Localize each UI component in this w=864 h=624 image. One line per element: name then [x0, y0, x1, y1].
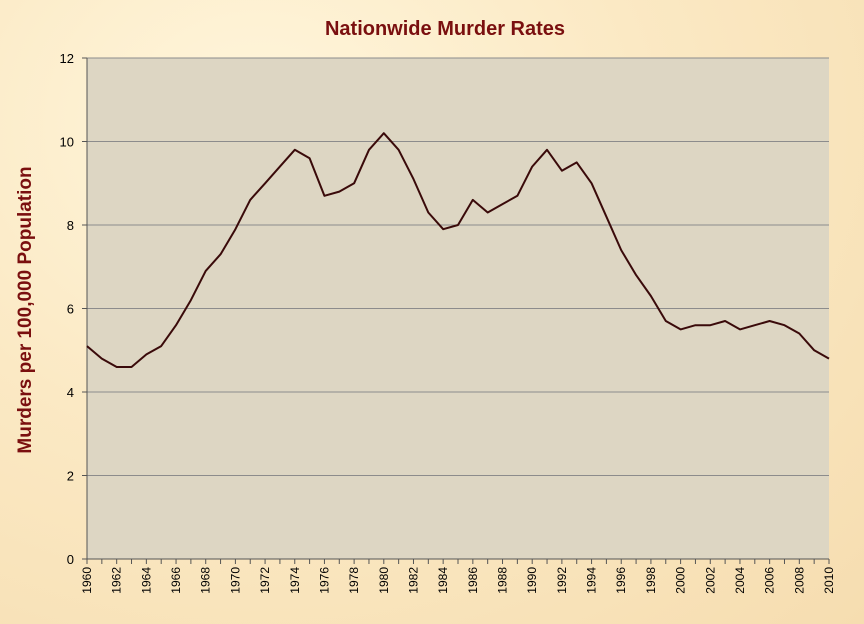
x-tick-label: 1962	[110, 567, 124, 594]
series-layer	[86, 132, 830, 368]
y-tick-label: 12	[60, 51, 74, 66]
y-tick-label: 10	[60, 135, 74, 150]
x-tick-label: 1996	[614, 567, 628, 594]
x-tick-label: 1976	[317, 567, 331, 594]
chart-title: Nationwide Murder Rates	[325, 18, 565, 40]
y-tick-label: 6	[67, 302, 74, 317]
x-tick-label: 1968	[199, 567, 213, 594]
x-tick-label: 1982	[406, 567, 420, 594]
y-tick-label: 8	[67, 218, 74, 233]
x-tick-label: 1990	[525, 567, 539, 594]
y-tick-label: 0	[67, 552, 74, 567]
y-tick-label: 4	[67, 385, 74, 400]
x-tick-label: 1960	[80, 567, 94, 594]
x-tick-label: 2006	[763, 567, 777, 594]
x-tick-label: 2002	[703, 567, 717, 594]
x-tick-label: 1978	[347, 567, 361, 594]
x-tick-label: 2004	[733, 567, 747, 594]
x-tick-label: 2008	[792, 567, 806, 594]
x-tick-label: 2000	[674, 567, 688, 594]
x-tick-label: 1974	[288, 567, 302, 594]
x-tick-label: 1964	[139, 567, 153, 594]
axes	[86, 58, 830, 564]
x-tick-label: 1994	[585, 567, 599, 594]
y-tick-label: 2	[67, 469, 74, 484]
x-tick-label: 1988	[496, 567, 510, 594]
grid-lines	[82, 57, 829, 560]
x-tick-label: 1980	[377, 567, 391, 594]
x-tick-label: 1970	[228, 567, 242, 594]
y-tick-labels: 0 2 4 6 8 10 12	[60, 51, 74, 567]
series-line-0	[86, 132, 830, 368]
x-tick-label: 1986	[466, 567, 480, 594]
x-tick-label: 1966	[169, 567, 183, 594]
x-tick-label: 2010	[822, 567, 836, 594]
x-tick-label: 1984	[436, 567, 450, 594]
x-tick-label: 1998	[644, 567, 658, 594]
y-axis-label: Murders per 100,000 Population	[15, 166, 36, 453]
x-tick-label: 1972	[258, 567, 272, 594]
x-tick-label: 1992	[555, 567, 569, 594]
x-tick-labels: 1960 1962 1964 1966 1968 1970 1972 1974 1976 1978…	[80, 567, 836, 594]
